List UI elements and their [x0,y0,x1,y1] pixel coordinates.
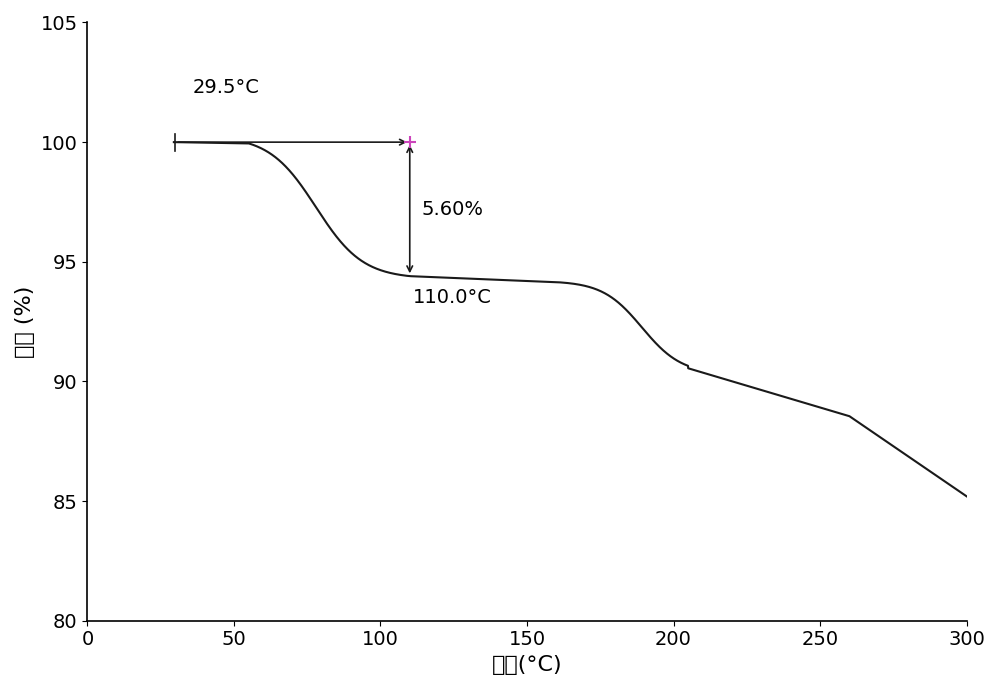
Text: 29.5°C: 29.5°C [193,77,260,97]
Text: 5.60%: 5.60% [421,199,483,219]
Y-axis label: 失重 (%): 失重 (%) [15,286,35,358]
Text: 110.0°C: 110.0°C [413,288,492,307]
X-axis label: 温度(°C): 温度(°C) [492,655,562,675]
